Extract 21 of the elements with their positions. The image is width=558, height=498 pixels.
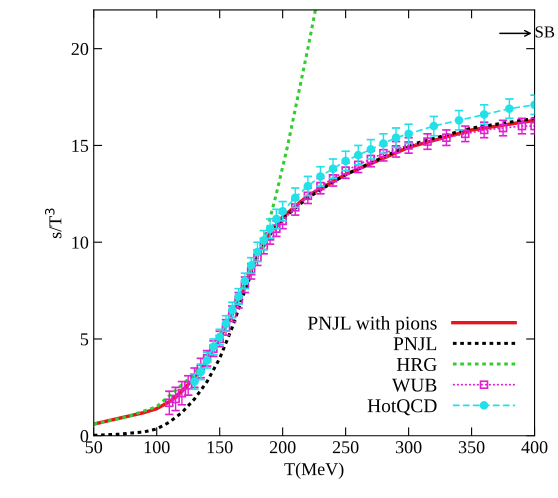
x-tick-label: 350 — [458, 441, 484, 454]
x-tick-label: 250 — [332, 441, 358, 454]
x-tick-label: 400 — [521, 441, 548, 454]
y-tick-label: 5 — [80, 333, 88, 346]
y-axis-title: s/T$^{3}$ — [44, 208, 62, 238]
y-tick-label: 10 — [72, 236, 88, 249]
x-tick-label: 100 — [144, 441, 170, 454]
y-tick-label: 20 — [72, 42, 88, 56]
y-tick-label: 0 — [80, 430, 88, 442]
legend-label: HotQCD — [368, 399, 437, 416]
legend-label: PNJL with pions — [308, 316, 437, 334]
x-tick-label: 50 — [86, 441, 102, 454]
x-tick-label: 300 — [396, 441, 422, 454]
x-tick-label: 150 — [208, 441, 233, 454]
legend-label: WUB — [392, 378, 436, 392]
x-tick-label: 200 — [270, 441, 296, 454]
text: SB — [536, 26, 554, 38]
y-tick-label: 15 — [72, 140, 88, 152]
x-axis-title: T(MeV) — [284, 462, 344, 479]
legend-label: PNJL — [394, 337, 436, 350]
legend-label: HRG — [396, 358, 437, 372]
